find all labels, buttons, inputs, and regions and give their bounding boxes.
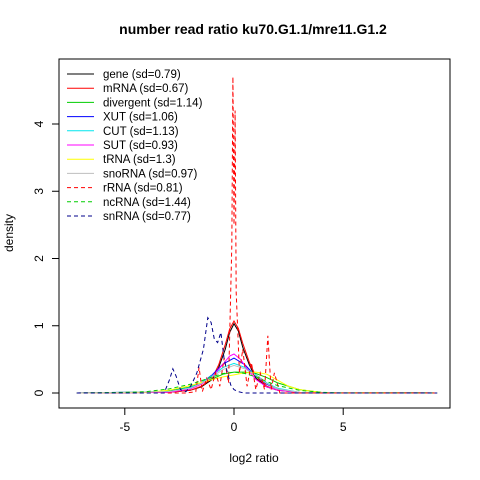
legend-label-2: divergent (sd=1.14): [103, 97, 203, 109]
y-axis: 0 1 2 3 4: [32, 120, 60, 396]
x-tick-label: 5: [340, 420, 347, 434]
legend-label-7: snoRNA (sd=0.97): [103, 168, 197, 180]
legend-label-6: tRNA (sd=1.3): [103, 154, 176, 166]
series-line-8: [76, 76, 438, 394]
legend: gene (sd=0.79) mRNA (sd=0.67) divergent (s…: [67, 69, 203, 223]
y-tick-label: 3: [32, 188, 46, 195]
x-axis-label: log2 ratio: [229, 451, 279, 465]
series-line-6: [76, 371, 438, 394]
x-tick-label: 0: [231, 420, 238, 434]
legend-label-9: ncRNA (sd=1.44): [103, 197, 191, 209]
y-tick-label: 0: [32, 389, 46, 396]
series-line-7: [76, 364, 438, 394]
series-layer: [76, 76, 438, 394]
chart-title: number read ratio ku70.G1.1/mre11.G1.2: [119, 21, 387, 37]
legend-label-1: mRNA (sd=0.67): [103, 83, 188, 95]
series-line-5: [76, 353, 438, 394]
series-line-9: [76, 371, 438, 394]
legend-label-3: XUT (sd=1.06): [103, 112, 178, 124]
x-axis: -5 0 5: [119, 407, 347, 434]
legend-label-8: rRNA (sd=0.81): [103, 183, 183, 195]
y-axis-label: density: [2, 214, 16, 252]
y-tick-label: 2: [32, 255, 46, 262]
y-tick-label: 1: [32, 322, 46, 329]
legend-label-10: snRNA (sd=0.77): [103, 211, 191, 223]
legend-label-4: CUT (sd=1.13): [103, 126, 179, 138]
y-tick-label: 4: [32, 120, 46, 127]
series-line-1: [76, 320, 438, 394]
legend-label-0: gene (sd=0.79): [103, 69, 181, 81]
x-tick-label: -5: [119, 420, 130, 434]
series-line-10: [76, 316, 438, 394]
series-line-4: [76, 362, 438, 394]
series-line-0: [76, 322, 438, 394]
legend-label-5: SUT (sd=0.93): [103, 140, 178, 152]
